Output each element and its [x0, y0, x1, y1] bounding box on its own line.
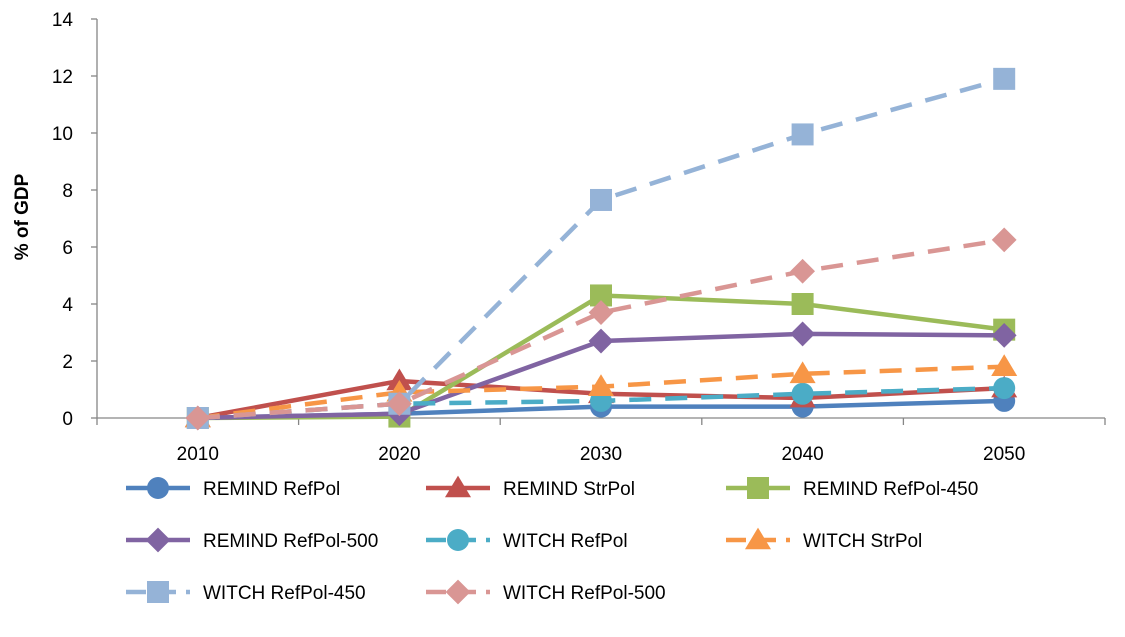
- data-point: [791, 123, 814, 146]
- data-point: [587, 374, 615, 396]
- y-tick-label: 6: [62, 238, 73, 259]
- y-tick-label: 10: [52, 124, 73, 145]
- legend: REMIND RefPol REMIND StrPol REMIND RefPol-…: [126, 475, 978, 605]
- axes: 0 2 4 6 8 10 12 14 2010 2020 2030 2040 2050: [52, 10, 1106, 465]
- legend-marker: [447, 529, 469, 551]
- series-line: [197, 237, 1005, 421]
- series-remind-refpol-500: [185, 321, 1017, 431]
- data-point: [991, 354, 1018, 376]
- legend-marker: [445, 579, 471, 605]
- data-point: [791, 382, 814, 405]
- data-point: [590, 284, 612, 307]
- data-point: [791, 293, 814, 315]
- data-point: [588, 300, 614, 325]
- series-line: [197, 76, 1005, 421]
- data-point: [386, 368, 413, 391]
- x-tick-label: 2020: [378, 444, 420, 465]
- y-tick-label: 4: [62, 295, 73, 316]
- data-point: [590, 188, 612, 211]
- legend-marker: [147, 477, 169, 499]
- legend-label: REMIND RefPol-450: [803, 479, 978, 500]
- x-tick-label: 2050: [983, 444, 1025, 465]
- y-tick-label: 2: [62, 352, 73, 373]
- legend-item: REMIND RefPol: [126, 477, 340, 500]
- legend-marker: [147, 581, 169, 603]
- data-point: [991, 227, 1017, 253]
- y-tick-label: 8: [62, 181, 73, 202]
- data-point: [790, 258, 815, 284]
- data-point: [790, 321, 815, 347]
- legend-label: WITCH RefPol-450: [203, 583, 366, 604]
- legend-label: REMIND StrPol: [503, 479, 635, 500]
- legend-item: WITCH RefPol-500: [426, 579, 666, 605]
- legend-label: REMIND RefPol: [203, 479, 340, 500]
- legend-item: REMIND StrPol: [426, 475, 635, 500]
- legend-item: REMIND RefPol-450: [726, 477, 978, 500]
- legend-label: WITCH StrPol: [803, 531, 922, 552]
- y-axis-title: % of GDP: [12, 173, 33, 260]
- data-point: [993, 377, 1016, 400]
- x-tick-label: 2010: [177, 444, 219, 465]
- data-point: [588, 328, 614, 354]
- legend-marker: [747, 477, 769, 499]
- legend-item: REMIND RefPol-500: [126, 527, 378, 553]
- y-tick-label: 12: [52, 67, 73, 88]
- y-tick-label: 0: [62, 409, 73, 430]
- legend-marker: [744, 527, 772, 550]
- y-tick-label: 14: [52, 10, 74, 31]
- legend-item: WITCH RefPol-450: [126, 581, 366, 604]
- x-tick-label: 2040: [781, 444, 823, 465]
- legend-label: WITCH RefPol-500: [503, 583, 666, 604]
- data-point: [387, 391, 412, 417]
- legend-marker: [145, 527, 171, 553]
- legend-item: WITCH StrPol: [726, 527, 922, 552]
- legend-item: WITCH RefPol: [426, 529, 628, 552]
- data-point: [993, 67, 1016, 90]
- legend-label: WITCH RefPol: [503, 531, 628, 552]
- legend-marker: [444, 475, 472, 498]
- data-point: [789, 361, 816, 384]
- legend-label: REMIND RefPol-500: [203, 531, 378, 552]
- series-witch-refpol-500: [185, 227, 1017, 431]
- x-tick-label: 2030: [580, 444, 622, 465]
- plot-series: [184, 67, 1018, 431]
- data-point: [185, 405, 211, 431]
- data-point: [991, 322, 1017, 348]
